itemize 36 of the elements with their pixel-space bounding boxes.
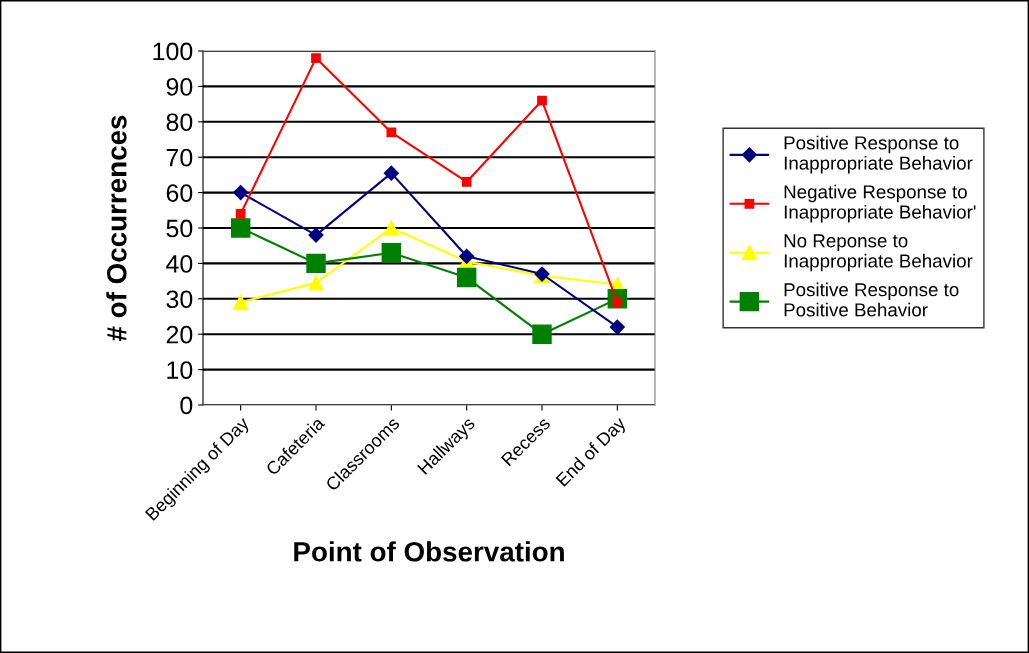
y-tick-label: 10: [167, 361, 193, 379]
y-tick-label: 70: [166, 148, 193, 167]
legend-label: Positive Response to Positive Behavior: [784, 282, 959, 317]
x-tick-label: End of Day: [555, 415, 630, 490]
legend-label: Positive Response to Inappropriate Behavior: [784, 135, 973, 174]
point: [383, 220, 399, 236]
point: [609, 319, 625, 335]
point: [308, 275, 324, 291]
point: [311, 53, 321, 63]
point: [386, 127, 397, 138]
y-tick-label: 20: [166, 325, 193, 344]
point: [230, 218, 251, 238]
point: [532, 324, 552, 344]
point: [235, 208, 246, 219]
y-tick-label: 30: [166, 290, 193, 309]
point: [306, 253, 326, 274]
point: [456, 267, 477, 288]
point: [383, 165, 399, 181]
y-axis-title: # of Occurrences: [106, 115, 127, 341]
point: [308, 227, 324, 243]
y-tick-label: 60: [166, 184, 193, 202]
x-axis-title: Point of Observation: [294, 541, 564, 562]
point: [459, 248, 475, 264]
y-tick-label: 50: [166, 219, 193, 238]
y-tick-label: 0: [180, 396, 193, 415]
legend-label: No Reponse to Inappropriate Behavior: [784, 234, 973, 272]
legend-label: Negative Response to Inappropriate Behavior': [784, 184, 976, 223]
point: [233, 185, 249, 201]
point: [381, 243, 402, 263]
point: [537, 95, 547, 106]
y-tick-label: 40: [166, 255, 193, 273]
point: [233, 294, 249, 310]
y-tick-label: 80: [166, 113, 193, 132]
y-tick-label: 90: [166, 78, 193, 96]
y-tick-label: 100: [153, 42, 193, 61]
point: [461, 177, 472, 187]
